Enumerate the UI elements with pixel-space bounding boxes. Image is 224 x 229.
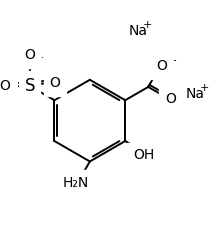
- Text: H₂N: H₂N: [62, 175, 89, 190]
- Text: Na: Na: [186, 87, 205, 101]
- Text: +: +: [142, 20, 152, 30]
- Text: Na: Na: [129, 24, 148, 38]
- Text: −: −: [35, 53, 44, 63]
- Text: OH: OH: [133, 148, 154, 162]
- Text: +: +: [200, 83, 209, 93]
- Text: O: O: [50, 76, 60, 90]
- Text: O: O: [157, 59, 168, 73]
- Text: S: S: [24, 77, 35, 95]
- Text: O: O: [24, 48, 35, 63]
- Text: O: O: [165, 92, 176, 106]
- Text: O: O: [0, 79, 10, 93]
- Text: −: −: [168, 57, 177, 66]
